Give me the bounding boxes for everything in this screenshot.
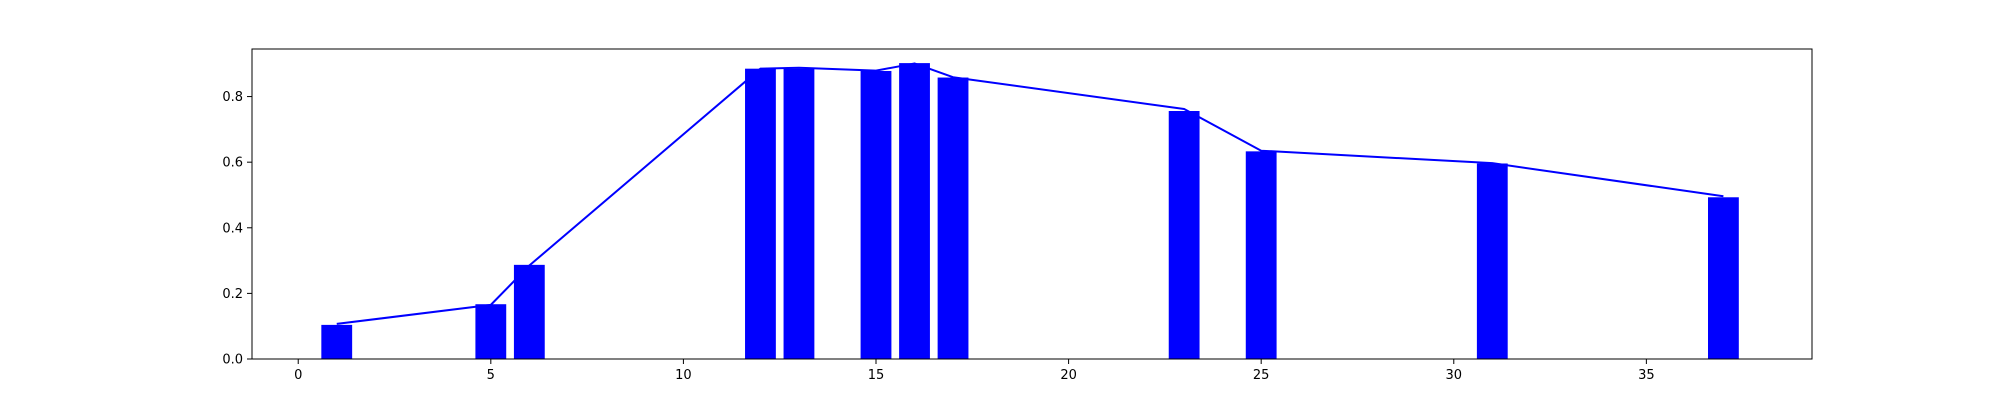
y-tick-label: 0.6 xyxy=(222,156,243,171)
line-group xyxy=(336,62,1724,325)
bar xyxy=(321,324,353,359)
y-tick-label: 0.2 xyxy=(222,287,243,302)
plot-frame xyxy=(251,48,1813,360)
bar xyxy=(1168,111,1200,359)
y-tick-label: 0.8 xyxy=(222,90,243,105)
y-axis-ticks: 0.0 0.2 0.4 0.6 0.8 xyxy=(222,90,252,368)
x-tick-label: 30 xyxy=(1446,368,1463,383)
bar xyxy=(745,68,776,359)
y-tick-label: 0.4 xyxy=(222,221,243,236)
bar xyxy=(1708,197,1739,359)
y-tick-label: 0.0 xyxy=(222,353,243,368)
x-tick-label: 20 xyxy=(1060,368,1077,383)
bars-group xyxy=(321,63,1739,360)
bar xyxy=(783,68,815,359)
x-tick-label: 35 xyxy=(1638,368,1655,383)
bar xyxy=(937,77,969,360)
x-tick-label: 25 xyxy=(1253,368,1270,383)
x-tick-label: 10 xyxy=(675,368,692,383)
bar xyxy=(899,63,930,359)
x-tick-label: 15 xyxy=(868,368,885,383)
x-tick-label: 0 xyxy=(294,368,302,383)
bar xyxy=(475,304,507,359)
bar xyxy=(1245,151,1277,359)
bar xyxy=(513,264,545,359)
bar xyxy=(860,70,892,360)
series-line xyxy=(336,62,1724,325)
x-axis-ticks: 0 5 10 15 20 25 30 35 xyxy=(294,359,1655,383)
x-tick-label: 5 xyxy=(487,368,495,383)
bar xyxy=(1476,163,1508,359)
